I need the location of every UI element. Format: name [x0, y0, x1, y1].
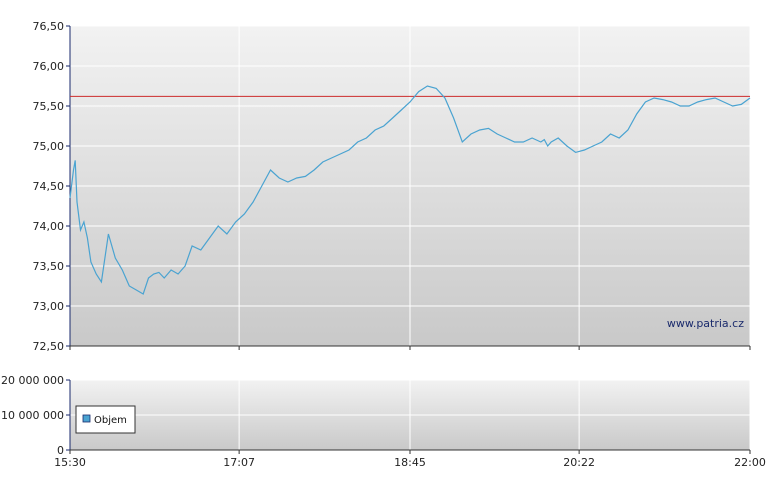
- volume-x-axis-ticks: 15:30 17:07 18:45 20:22 22:00: [54, 450, 766, 469]
- x-tick-label: 18:45: [394, 456, 426, 469]
- price-y-tick-label: 73,50: [33, 260, 65, 273]
- price-y-axis-ticks: 72,50 73,00 73,50 74,00 74,50 75,00 75,50 76,00…: [33, 20, 70, 353]
- volume-y-axis-ticks: 0 10 000 000 20 000 000: [1, 374, 70, 457]
- price-y-tick-label: 76,50: [33, 20, 65, 33]
- price-y-tick-label: 72,50: [33, 340, 65, 353]
- x-tick-label: 15:30: [54, 456, 86, 469]
- price-series-line: [69, 85, 751, 295]
- price-y-tick-label: 74,00: [33, 220, 65, 233]
- price-panel: 72,50 73,00 73,50 74,00 74,50 75,00 75,50 76,00…: [33, 20, 751, 353]
- price-x-axis-ticks: [69, 346, 751, 350]
- watermark: www.patria.cz: [667, 317, 744, 330]
- price-y-tick-label: 74,50: [33, 180, 65, 193]
- x-tick-label: 17:07: [223, 456, 255, 469]
- volume-y-tick-label: 0: [57, 444, 64, 457]
- price-y-tick-label: 75,00: [33, 140, 65, 153]
- volume-panel: 0 10 000 000 20 000 000 15:30 17:07 18:45 20:…: [1, 374, 766, 469]
- volume-legend: Objem: [75, 405, 136, 434]
- price-y-tick-label: 76,00: [33, 60, 65, 73]
- x-tick-label: 22:00: [734, 456, 766, 469]
- price-y-tick-label: 73,00: [33, 300, 65, 313]
- volume-y-tick-label: 20 000 000: [1, 374, 64, 387]
- volume-y-tick-label: 10 000 000: [1, 409, 64, 422]
- legend-swatch-objem: [82, 414, 91, 423]
- legend-label-objem: Objem: [94, 415, 127, 426]
- price-y-tick-label: 75,50: [33, 100, 65, 113]
- x-tick-label: 20:22: [563, 456, 595, 469]
